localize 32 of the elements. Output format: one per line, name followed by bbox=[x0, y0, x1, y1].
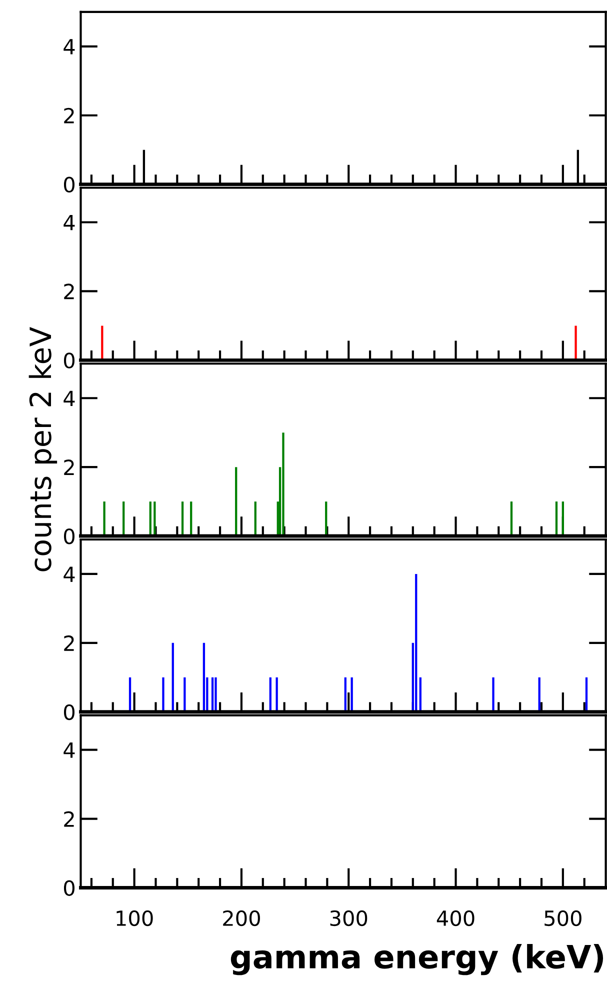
y-tick-label: 0 bbox=[64, 704, 74, 720]
bar bbox=[214, 677, 217, 712]
x-tick-label: 100 bbox=[116, 910, 153, 926]
y-axis-title: counts per 2 keV bbox=[28, 327, 58, 572]
x-tick-label: 200 bbox=[223, 910, 260, 926]
y-tick-label: 0 bbox=[64, 176, 74, 193]
y-tick-label: 4 bbox=[64, 390, 75, 406]
bar bbox=[162, 677, 164, 712]
x-tick-label: 500 bbox=[544, 910, 582, 926]
y-tick-label: 0 bbox=[64, 352, 74, 368]
y-tick-label: 2 bbox=[64, 811, 74, 827]
bar bbox=[202, 642, 206, 712]
bar bbox=[415, 574, 418, 712]
y-tick-label: 4 bbox=[64, 742, 75, 758]
y-tick-label: 0 bbox=[64, 880, 74, 896]
bar bbox=[492, 677, 494, 712]
bar bbox=[235, 467, 238, 536]
bar bbox=[103, 502, 106, 536]
y-tick-label: 2 bbox=[64, 284, 74, 300]
y-tick-label: 4 bbox=[64, 214, 75, 230]
bar bbox=[562, 502, 564, 536]
y-tick-label: 2 bbox=[64, 635, 74, 651]
y-tick-label: 4 bbox=[64, 39, 75, 54]
y-tick-label: 2 bbox=[64, 108, 74, 124]
bar bbox=[282, 432, 284, 536]
y-tick-label: 2 bbox=[64, 460, 74, 475]
bar bbox=[172, 642, 174, 712]
x-axis-title: gamma energy (keV) bbox=[230, 944, 604, 976]
y-tick-label: 4 bbox=[64, 566, 75, 582]
x-tick-label: 400 bbox=[436, 910, 474, 926]
y-tick-label: 0 bbox=[64, 528, 74, 544]
x-tick-label: 300 bbox=[330, 910, 368, 926]
